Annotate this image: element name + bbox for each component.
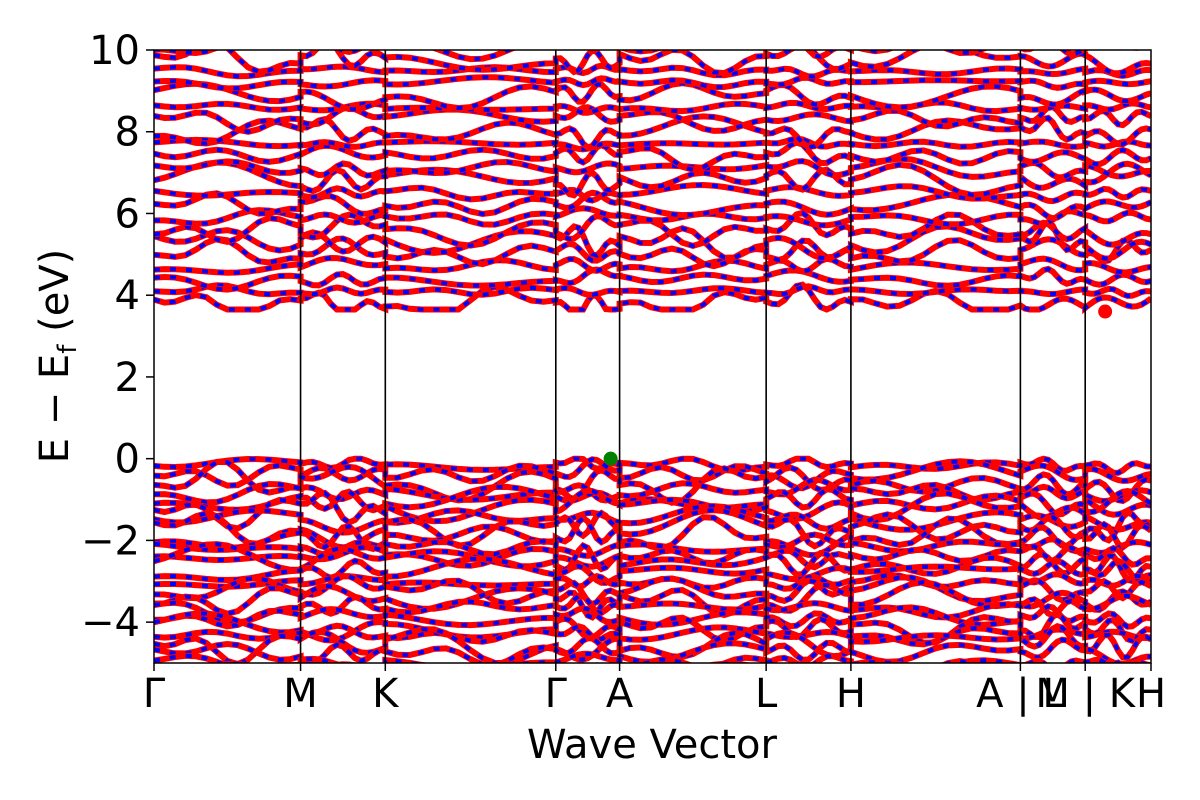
band-line-down bbox=[154, 282, 1151, 313]
plot-frame bbox=[153, 49, 1152, 664]
x-tick-label: Γ bbox=[545, 671, 568, 717]
y-axis-label: E − Ef (eV) bbox=[32, 249, 83, 464]
x-axis-label: Wave Vector bbox=[527, 722, 778, 768]
y-tick-label: 2 bbox=[115, 355, 140, 401]
band-line-down bbox=[154, 210, 1151, 248]
x-tick-label: M | K bbox=[1035, 671, 1136, 717]
band-line-up bbox=[154, 155, 1151, 181]
band-line-down bbox=[154, 574, 1151, 607]
band-line-up bbox=[154, 50, 1140, 63]
band-line-up bbox=[154, 135, 1151, 153]
y-tick-label: 0 bbox=[115, 437, 140, 483]
y-tick-label: 6 bbox=[115, 191, 140, 237]
band-line-down bbox=[154, 580, 1151, 620]
band-line-down bbox=[154, 504, 1151, 535]
band-line-down bbox=[154, 477, 1151, 505]
x-tick-label: Γ bbox=[143, 671, 166, 717]
band-line-down bbox=[154, 636, 1151, 663]
cbm-marker bbox=[1098, 304, 1113, 319]
y-tick-label: −4 bbox=[81, 600, 140, 646]
band-lines bbox=[154, 50, 1151, 663]
x-tick-label: H bbox=[836, 671, 866, 717]
y-tick-label: 8 bbox=[115, 110, 140, 156]
band-line-down bbox=[154, 182, 1151, 204]
band-line-down bbox=[154, 160, 1151, 198]
y-tick-label: −2 bbox=[81, 518, 140, 564]
band-line-down bbox=[154, 456, 1151, 475]
band-line-down bbox=[154, 544, 1151, 570]
y-axis-label-main: E − E bbox=[32, 354, 78, 464]
band-line-down bbox=[154, 140, 1151, 172]
band-line-down bbox=[154, 623, 1151, 647]
band-line-down bbox=[154, 255, 1151, 275]
x-tick-label: A bbox=[606, 671, 634, 717]
band-line-down bbox=[154, 63, 1151, 79]
x-tick-label: M bbox=[283, 671, 318, 717]
band-line-down bbox=[154, 593, 1151, 625]
band-line-down bbox=[154, 611, 1151, 645]
y-axis: −4 −2 0 2 4 6 8 10 bbox=[81, 28, 154, 646]
band-line-down bbox=[154, 457, 1151, 491]
band-line-down bbox=[154, 75, 1151, 91]
y-axis-label-unit: (eV) bbox=[32, 249, 78, 345]
y-tick-label: 10 bbox=[89, 28, 140, 74]
x-tick-label: K bbox=[372, 671, 400, 717]
band-line-down bbox=[154, 556, 1151, 585]
band-line-down bbox=[154, 484, 1151, 517]
band-line-up bbox=[154, 99, 1151, 116]
y-tick-label: 4 bbox=[115, 273, 140, 319]
band-line-down bbox=[154, 114, 1151, 150]
x-tick-label: H bbox=[1136, 671, 1166, 717]
x-tick-label: L bbox=[755, 671, 778, 717]
band-edge-markers bbox=[603, 304, 1113, 466]
x-tick-label: A | L bbox=[976, 671, 1065, 717]
band-line-down bbox=[154, 459, 1151, 505]
vbm-marker bbox=[603, 451, 618, 466]
band-line-down bbox=[154, 81, 1151, 112]
band-line-down bbox=[154, 50, 1151, 76]
band-line-down bbox=[154, 190, 1151, 221]
high-symmetry-lines bbox=[299, 50, 1086, 663]
band-line-down bbox=[154, 236, 1151, 269]
y-axis-label-sub: f bbox=[53, 344, 83, 354]
band-line-down bbox=[154, 283, 1151, 298]
band-line-up bbox=[154, 514, 1151, 559]
band-line-up bbox=[154, 282, 1151, 299]
band-line-down bbox=[154, 266, 1151, 292]
